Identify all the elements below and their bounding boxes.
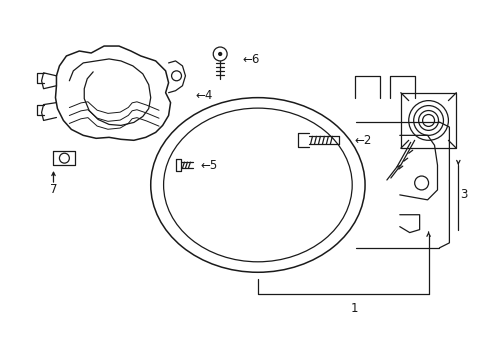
Text: 3: 3 <box>459 188 467 201</box>
Text: 7: 7 <box>50 184 57 197</box>
Circle shape <box>218 53 221 55</box>
Text: ←6: ←6 <box>242 53 259 67</box>
Text: ←2: ←2 <box>353 134 371 147</box>
Text: 1: 1 <box>350 302 357 315</box>
Text: ←5: ←5 <box>200 159 217 172</box>
Text: ←4: ←4 <box>195 89 212 102</box>
